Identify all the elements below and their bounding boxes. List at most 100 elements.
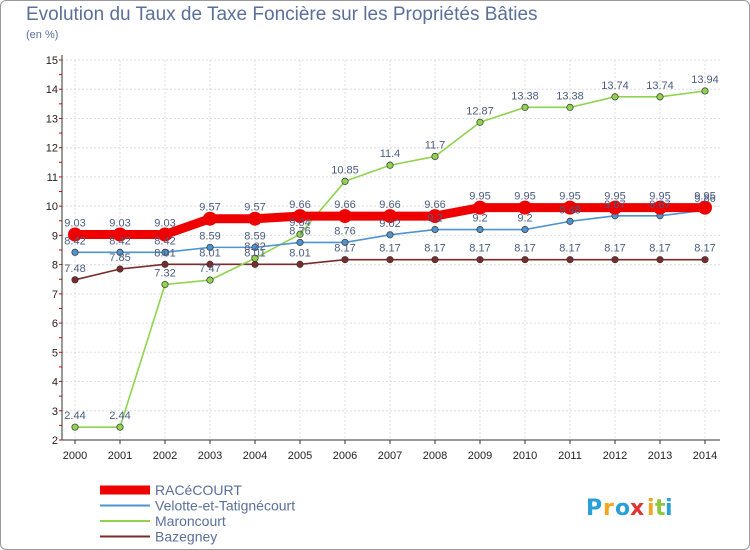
data-label: 8.01 [154, 247, 175, 259]
x-tick-label: 2004 [243, 450, 267, 462]
data-point [701, 256, 709, 264]
y-tick-label: 12 [46, 143, 58, 155]
data-label: 8.42 [109, 235, 130, 247]
data-point [116, 423, 124, 431]
data-label: 13.38 [556, 90, 584, 102]
series-layer [68, 87, 712, 431]
data-point [71, 276, 79, 284]
data-label: 8.01 [199, 247, 220, 259]
data-point [206, 243, 214, 251]
data-label: 9.48 [559, 204, 580, 216]
data-label: 9.95 [514, 191, 535, 203]
data-point [386, 256, 394, 264]
x-tick-label: 2011 [558, 450, 582, 462]
logo-letter: P [586, 496, 602, 521]
data-label: 9.2 [427, 213, 442, 225]
x-tick-label: 2001 [108, 450, 132, 462]
data-point [71, 248, 79, 256]
data-label: 9.66 [379, 199, 400, 211]
data-label: 9.57 [244, 202, 265, 214]
logo-letter: i [665, 496, 673, 521]
data-label: 9.02 [379, 218, 400, 230]
data-label: 13.74 [646, 80, 674, 92]
data-point [566, 103, 574, 111]
data-label: 8.17 [469, 243, 490, 255]
y-tick-label: 8 [52, 260, 58, 272]
x-tick-label: 2010 [513, 450, 537, 462]
data-label: 9.86 [694, 193, 715, 205]
y-tick-label: 9 [52, 230, 58, 242]
data-point [701, 87, 709, 95]
data-label: 13.74 [601, 80, 629, 92]
data-point [521, 225, 529, 234]
data-label: 9.2 [472, 213, 487, 225]
logo-letter: o [615, 496, 630, 521]
data-point [206, 276, 214, 284]
y-tick-label: 7 [52, 289, 58, 301]
y-tick-label: 2 [52, 435, 58, 447]
y-tick-label: 5 [52, 347, 58, 359]
data-label: 9.95 [469, 191, 490, 203]
data-point [116, 248, 124, 256]
data-label: 9.95 [604, 191, 625, 203]
data-point [296, 238, 304, 246]
data-point [428, 209, 442, 224]
x-tick-label: 2008 [423, 450, 447, 462]
data-point [158, 227, 172, 242]
data-point [341, 177, 349, 185]
data-point [341, 238, 349, 246]
data-label: 9.66 [289, 199, 310, 211]
y-tick-label: 11 [47, 172, 58, 184]
data-point [206, 260, 214, 268]
data-label: 13.94 [691, 74, 719, 86]
x-tick-label: 2000 [63, 450, 87, 462]
data-point [338, 209, 352, 224]
x-tick-label: 2014 [693, 450, 717, 462]
data-label: 9.95 [649, 191, 670, 203]
data-label: 8.76 [334, 225, 355, 237]
data-label: 13.38 [511, 90, 539, 102]
data-label: 8.17 [514, 243, 535, 255]
data-label: 7.47 [199, 263, 220, 275]
data-label: 8.17 [379, 243, 400, 255]
data-point [386, 161, 394, 169]
data-point [566, 256, 574, 264]
data-point [518, 200, 532, 215]
data-label: 9.03 [109, 218, 130, 230]
legend-label: Velotte-et-Tatignécourt [155, 498, 295, 514]
data-label-layer: 9.03 9.03 9.03 9.57 9.57 9.66 9.66 9.66 9.66 9.95… [64, 74, 718, 422]
data-label: 8.01 [289, 247, 310, 259]
data-point [251, 254, 259, 262]
data-label: 9.2 [517, 213, 532, 225]
data-label: 8.17 [559, 243, 580, 255]
logo-letter: t [655, 496, 666, 521]
data-point [203, 211, 217, 226]
data-point [608, 200, 622, 215]
legend-label: RACéCOURT [155, 482, 242, 498]
data-label: 9.67 [649, 199, 670, 211]
data-point [113, 227, 127, 242]
logo-letter: i [647, 496, 655, 521]
x-tick-label: 2002 [153, 450, 177, 462]
data-label: 9.57 [199, 202, 220, 214]
data-label: 8.22 [244, 241, 265, 253]
data-point [71, 423, 79, 431]
data-point [521, 103, 529, 111]
data-point [293, 209, 307, 224]
legend: RACéCOURTVelotte-et-TatignécourtMaroncou… [100, 482, 295, 545]
data-point [521, 256, 529, 264]
data-point [296, 230, 304, 238]
x-tick-label: 2013 [648, 450, 672, 462]
y-axis-unit-label: (en %) [26, 29, 59, 41]
data-label: 7.48 [64, 263, 85, 275]
y-tick-label: 13 [46, 113, 58, 125]
data-label: 11.4 [380, 148, 401, 160]
y-tick-label: 4 [52, 377, 58, 389]
data-label: 9.04 [289, 217, 310, 229]
data-point [68, 227, 82, 242]
legend-label: Bazegney [155, 529, 217, 545]
x-tick-label: 2006 [333, 450, 357, 462]
